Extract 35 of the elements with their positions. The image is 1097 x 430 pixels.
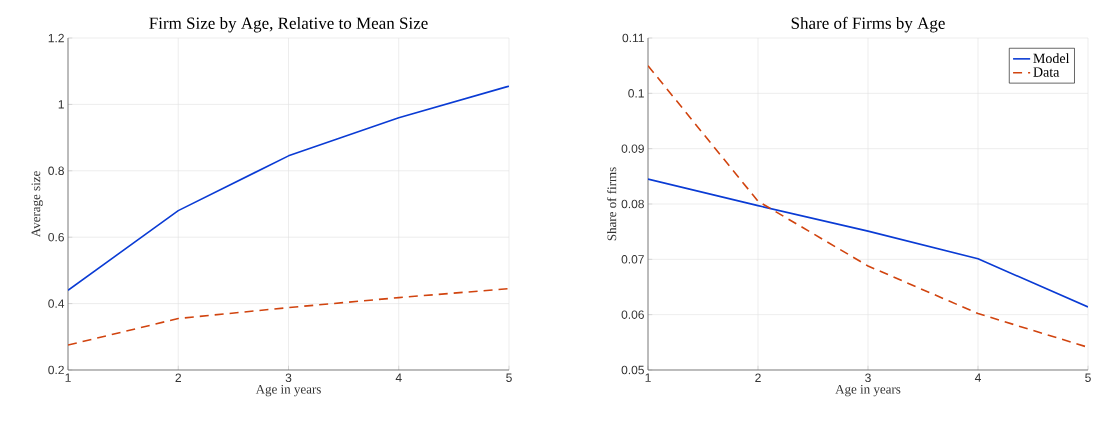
x-tick-label: 1: [65, 373, 71, 382]
line-series: [68, 85, 510, 292]
x-tick-label: 5: [506, 373, 512, 382]
y-tick-label: 0.4: [48, 299, 65, 308]
y-tick-label: 1.2: [48, 33, 64, 43]
y-tick-label: 0.05: [621, 365, 644, 375]
x-tick-label: 5: [1085, 373, 1091, 382]
x-tick-label: 4: [395, 373, 402, 382]
y-tick-label: 0.2: [48, 365, 64, 375]
legend-label: Model: [1033, 53, 1070, 64]
y-tick-label: 0.11: [622, 33, 644, 43]
x-tick-label: 1: [645, 373, 651, 382]
x-axis-title: Age in years: [255, 384, 321, 397]
line-series: [648, 64, 1088, 349]
y-tick-label: 0.08: [621, 199, 644, 209]
y-tick-label: 0.07: [621, 255, 644, 264]
y-tick-label: 1: [58, 100, 64, 109]
x-tick-label: 3: [865, 373, 871, 383]
y-tick-label: 0.8: [48, 166, 64, 176]
y-tick-label: 0.06: [621, 310, 644, 319]
line-series: [648, 178, 1088, 308]
line-series: [68, 287, 510, 346]
x-tick-label: 3: [285, 373, 292, 383]
x-axis-title: Age in years: [835, 384, 901, 397]
legend-label: Data: [1033, 67, 1060, 77]
y-axis-title: Share of firms: [606, 167, 617, 241]
x-tick-label: 2: [755, 373, 761, 382]
chart-title: Firm Size by Age, Relative to Mean Size: [149, 17, 428, 33]
chart-title: Share of Firms by Age: [791, 16, 945, 33]
y-axis-title: Average size: [31, 171, 43, 238]
y-tick-label: 0.1: [628, 89, 644, 98]
x-tick-label: 2: [175, 373, 181, 382]
y-tick-label: 0.09: [621, 144, 644, 153]
y-tick-label: 0.6: [48, 232, 64, 242]
x-tick-label: 4: [974, 373, 981, 382]
